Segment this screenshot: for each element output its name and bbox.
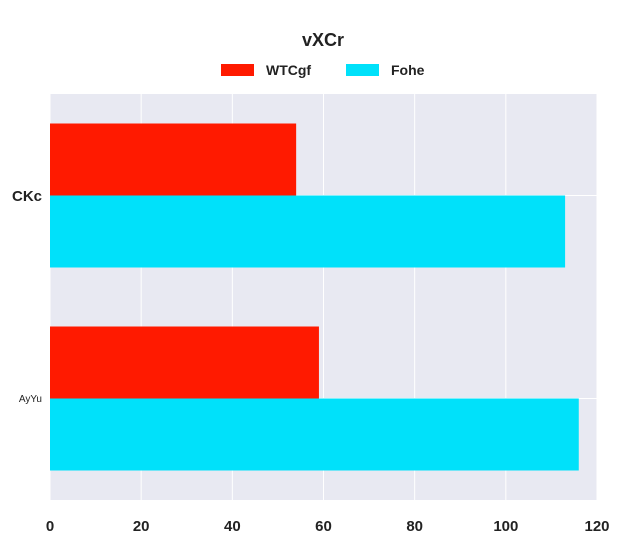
y-tick-label: CKc — [12, 188, 42, 205]
legend-swatch — [346, 64, 379, 76]
chart-title: vXCr — [302, 30, 344, 50]
bar-wtcgf-ayyu — [50, 326, 319, 399]
x-tick-label: 60 — [315, 518, 332, 535]
bars — [50, 123, 579, 471]
x-tick-label: 0 — [46, 518, 54, 535]
bar-wtcgf-ckc — [50, 123, 297, 196]
x-tick-label: 120 — [584, 518, 609, 535]
x-tick-label: 40 — [224, 518, 241, 535]
bar-fohe-ayyu — [50, 398, 579, 471]
bar-fohe-ckc — [50, 195, 566, 268]
y-tick-label: AyYu — [19, 394, 42, 405]
y-axis-labels: CKc AyYu — [12, 188, 42, 405]
x-tick-label: 80 — [406, 518, 423, 535]
x-tick-label: 100 — [493, 518, 518, 535]
x-axis-ticks: 0 20 40 60 80 100 120 — [46, 518, 610, 535]
legend-label: WTCgf — [266, 62, 311, 78]
legend: WTCgf Fohe — [221, 62, 425, 78]
x-tick-label: 20 — [133, 518, 150, 535]
legend-swatch — [221, 64, 254, 76]
legend-label: Fohe — [391, 62, 425, 78]
